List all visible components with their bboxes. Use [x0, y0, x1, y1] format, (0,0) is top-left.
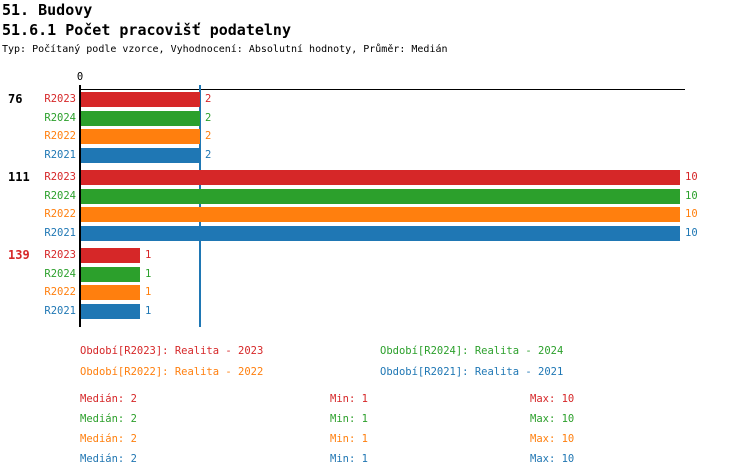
- legend-item-r2022: Období[R2022]: Realita - 2022: [80, 366, 264, 378]
- bar: [81, 285, 140, 300]
- bar-value-label: 1: [145, 267, 152, 280]
- bar: [81, 248, 140, 263]
- group-label: 76: [8, 92, 23, 106]
- bar-value-label: 10: [685, 208, 698, 220]
- series-label: R2024: [44, 111, 76, 124]
- stat-min: Min: 1: [330, 433, 368, 445]
- stat-min: Min: 1: [330, 413, 368, 425]
- bar: [81, 188, 680, 204]
- legend-item-r2023: Období[R2023]: Realita - 2023: [80, 345, 264, 357]
- series-label: R2022: [44, 130, 76, 142]
- series-label: R2024: [44, 267, 76, 280]
- bar-value-label: 2: [205, 93, 212, 105]
- series-label: R2024: [44, 189, 76, 202]
- series-label: R2023: [44, 249, 76, 261]
- group-label: 139: [8, 248, 30, 262]
- series-label: R2023: [44, 93, 76, 105]
- series-label: R2021: [44, 304, 76, 317]
- bar: [81, 129, 200, 144]
- x-axis-line: [80, 89, 685, 90]
- stat-min: Min: 1: [330, 393, 368, 405]
- bar: [81, 147, 200, 163]
- bar-value-label: 2: [205, 130, 212, 142]
- legend-item-r2021: Období[R2021]: Realita - 2021: [380, 366, 564, 378]
- report-title: 51. Budovy: [2, 1, 93, 19]
- bar: [81, 110, 200, 126]
- bar-value-label: 10: [685, 226, 698, 239]
- bar-value-label: 10: [685, 189, 698, 202]
- bar: [81, 92, 200, 107]
- bar-value-label: 10: [685, 171, 698, 183]
- stat-max: Max: 10: [530, 413, 575, 425]
- bar-value-label: 1: [145, 249, 152, 261]
- bar-value-label: 1: [145, 286, 152, 298]
- series-label: R2022: [44, 208, 76, 220]
- stat-median: Medián: 2: [80, 393, 137, 405]
- series-label: R2021: [44, 226, 76, 239]
- series-label: R2022: [44, 286, 76, 298]
- bar: [81, 170, 680, 185]
- bar-value-label: 2: [205, 111, 212, 124]
- x-axis-zero-label: 0: [76, 71, 84, 83]
- series-label: R2021: [44, 148, 76, 161]
- bar-value-label: 1: [145, 304, 152, 317]
- bar: [81, 225, 680, 241]
- stat-min: Min: 1: [330, 453, 368, 465]
- bar: [81, 207, 680, 222]
- y-axis-line: [79, 85, 81, 327]
- stat-max: Max: 10: [530, 453, 575, 465]
- stat-median: Medián: 2: [80, 453, 137, 465]
- report-subtitle: 51.6.1 Počet pracovišť podatelny: [2, 21, 291, 39]
- report-meta-line: Typ: Počítaný podle vzorce, Vyhodnocení:…: [2, 44, 448, 55]
- group-label: 111: [8, 170, 30, 184]
- bar-chart: 0 76 R2023 2 R2024 2 R2022 2 R2021 2 111 R2023 10 R20…: [8, 71, 698, 327]
- legend-item-r2024: Období[R2024]: Realita - 2024: [380, 345, 564, 357]
- bar: [81, 303, 140, 319]
- series-label: R2023: [44, 171, 76, 183]
- bar: [81, 266, 140, 282]
- stat-median: Medián: 2: [80, 413, 137, 425]
- stat-max: Max: 10: [530, 433, 575, 445]
- median-marker-line: [199, 85, 201, 327]
- stat-max: Max: 10: [530, 393, 575, 405]
- bar-value-label: 2: [205, 148, 212, 161]
- stat-median: Medián: 2: [80, 433, 137, 445]
